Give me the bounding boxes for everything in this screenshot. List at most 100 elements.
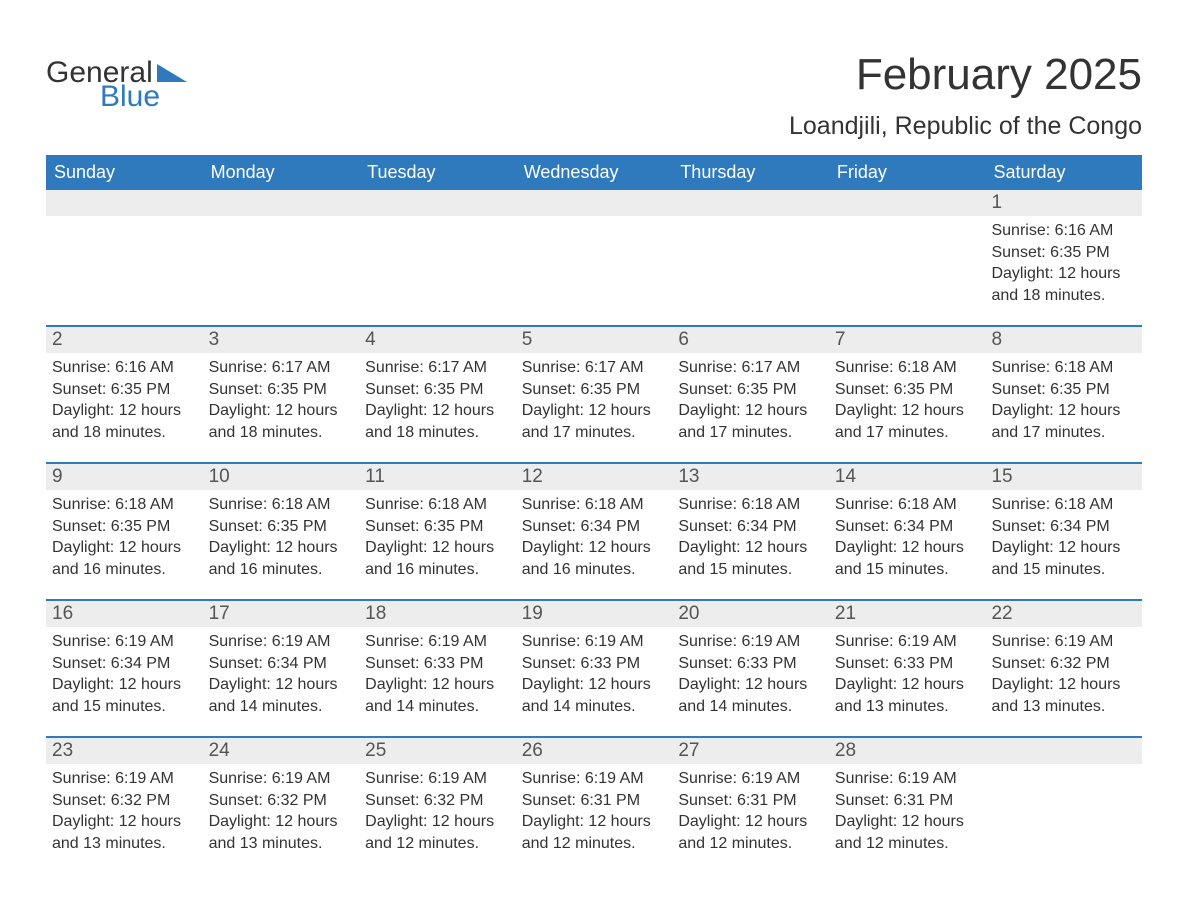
day-details: Sunrise: 6:19 AMSunset: 6:32 PMDaylight:… <box>203 764 360 862</box>
day-details: Sunrise: 6:19 AMSunset: 6:33 PMDaylight:… <box>359 627 516 725</box>
day-cell: 13Sunrise: 6:18 AMSunset: 6:34 PMDayligh… <box>672 464 829 599</box>
day-details: Sunrise: 6:18 AMSunset: 6:35 PMDaylight:… <box>829 353 986 451</box>
sunrise-text: Sunrise: 6:18 AM <box>209 494 354 516</box>
title-block: February 2025 Loandjili, Republic of the… <box>789 50 1142 141</box>
calendar-week: 2Sunrise: 6:16 AMSunset: 6:35 PMDaylight… <box>46 325 1142 462</box>
day-details: Sunrise: 6:18 AMSunset: 6:35 PMDaylight:… <box>203 490 360 588</box>
sunset-text: Sunset: 6:35 PM <box>365 379 510 401</box>
day-cell <box>829 190 986 325</box>
sunset-text: Sunset: 6:35 PM <box>365 516 510 538</box>
day-cell: 25Sunrise: 6:19 AMSunset: 6:32 PMDayligh… <box>359 738 516 873</box>
day-details: Sunrise: 6:17 AMSunset: 6:35 PMDaylight:… <box>672 353 829 451</box>
sunset-text: Sunset: 6:35 PM <box>991 242 1136 264</box>
day-header-thu: Thursday <box>672 155 829 190</box>
day-number <box>672 190 829 216</box>
day-cell <box>672 190 829 325</box>
sunset-text: Sunset: 6:32 PM <box>991 653 1136 675</box>
day-number: 4 <box>359 327 516 353</box>
calendar-week: 23Sunrise: 6:19 AMSunset: 6:32 PMDayligh… <box>46 736 1142 873</box>
sunset-text: Sunset: 6:31 PM <box>835 790 980 812</box>
day-details: Sunrise: 6:19 AMSunset: 6:31 PMDaylight:… <box>672 764 829 862</box>
day-cell: 15Sunrise: 6:18 AMSunset: 6:34 PMDayligh… <box>985 464 1142 599</box>
daylight-text: Daylight: 12 hours and 17 minutes. <box>835 400 980 443</box>
day-number <box>203 190 360 216</box>
day-details: Sunrise: 6:19 AMSunset: 6:31 PMDaylight:… <box>516 764 673 862</box>
daylight-text: Daylight: 12 hours and 18 minutes. <box>209 400 354 443</box>
day-cell: 4 Sunrise: 6:17 AMSunset: 6:35 PMDaylight… <box>359 327 516 462</box>
daylight-text: Daylight: 12 hours and 14 minutes. <box>678 674 823 717</box>
sunrise-text: Sunrise: 6:18 AM <box>52 494 197 516</box>
day-details: Sunrise: 6:19 AMSunset: 6:32 PMDaylight:… <box>46 764 203 862</box>
sunrise-text: Sunrise: 6:19 AM <box>991 631 1136 653</box>
sunset-text: Sunset: 6:35 PM <box>209 379 354 401</box>
day-cell: 18Sunrise: 6:19 AMSunset: 6:33 PMDayligh… <box>359 601 516 736</box>
day-cell: 10Sunrise: 6:18 AMSunset: 6:35 PMDayligh… <box>203 464 360 599</box>
sunrise-text: Sunrise: 6:18 AM <box>991 494 1136 516</box>
sunrise-text: Sunrise: 6:19 AM <box>209 631 354 653</box>
day-header-mon: Monday <box>203 155 360 190</box>
sunrise-text: Sunrise: 6:16 AM <box>52 357 197 379</box>
day-details: Sunrise: 6:16 AMSunset: 6:35 PMDaylight:… <box>46 353 203 451</box>
day-number <box>359 190 516 216</box>
logo-text-blue: Blue <box>100 82 187 112</box>
day-number: 17 <box>203 601 360 627</box>
daylight-text: Daylight: 12 hours and 14 minutes. <box>365 674 510 717</box>
day-cell <box>203 190 360 325</box>
day-number: 26 <box>516 738 673 764</box>
day-number: 12 <box>516 464 673 490</box>
sunset-text: Sunset: 6:35 PM <box>209 516 354 538</box>
sunset-text: Sunset: 6:34 PM <box>678 516 823 538</box>
day-header-row: Sunday Monday Tuesday Wednesday Thursday… <box>46 155 1142 190</box>
day-cell: 12Sunrise: 6:18 AMSunset: 6:34 PMDayligh… <box>516 464 673 599</box>
daylight-text: Daylight: 12 hours and 17 minutes. <box>678 400 823 443</box>
sunset-text: Sunset: 6:34 PM <box>52 653 197 675</box>
day-cell: 27Sunrise: 6:19 AMSunset: 6:31 PMDayligh… <box>672 738 829 873</box>
sunrise-text: Sunrise: 6:18 AM <box>522 494 667 516</box>
day-number: 28 <box>829 738 986 764</box>
day-number: 9 <box>46 464 203 490</box>
day-number: 1 <box>985 190 1142 216</box>
sunset-text: Sunset: 6:33 PM <box>522 653 667 675</box>
sunset-text: Sunset: 6:34 PM <box>522 516 667 538</box>
day-cell: 9Sunrise: 6:18 AMSunset: 6:35 PMDaylight… <box>46 464 203 599</box>
sunrise-text: Sunrise: 6:19 AM <box>835 768 980 790</box>
day-number <box>829 190 986 216</box>
day-number: 7 <box>829 327 986 353</box>
header: General Blue February 2025 Loandjili, Re… <box>46 50 1142 141</box>
daylight-text: Daylight: 12 hours and 16 minutes. <box>52 537 197 580</box>
day-details: Sunrise: 6:18 AMSunset: 6:34 PMDaylight:… <box>516 490 673 588</box>
sunset-text: Sunset: 6:35 PM <box>52 516 197 538</box>
daylight-text: Daylight: 12 hours and 13 minutes. <box>209 811 354 854</box>
day-details: Sunrise: 6:17 AMSunset: 6:35 PMDaylight:… <box>516 353 673 451</box>
day-cell: 22Sunrise: 6:19 AMSunset: 6:32 PMDayligh… <box>985 601 1142 736</box>
sunset-text: Sunset: 6:31 PM <box>522 790 667 812</box>
daylight-text: Daylight: 12 hours and 14 minutes. <box>209 674 354 717</box>
calendar-week: 16Sunrise: 6:19 AMSunset: 6:34 PMDayligh… <box>46 599 1142 736</box>
day-number: 13 <box>672 464 829 490</box>
day-header-sun: Sunday <box>46 155 203 190</box>
sunrise-text: Sunrise: 6:19 AM <box>52 768 197 790</box>
daylight-text: Daylight: 12 hours and 13 minutes. <box>835 674 980 717</box>
day-number: 8 <box>985 327 1142 353</box>
day-number: 27 <box>672 738 829 764</box>
sunset-text: Sunset: 6:35 PM <box>678 379 823 401</box>
day-number: 24 <box>203 738 360 764</box>
sunrise-text: Sunrise: 6:19 AM <box>678 631 823 653</box>
day-cell: 21Sunrise: 6:19 AMSunset: 6:33 PMDayligh… <box>829 601 986 736</box>
day-cell: 8Sunrise: 6:18 AMSunset: 6:35 PMDaylight… <box>985 327 1142 462</box>
daylight-text: Daylight: 12 hours and 18 minutes. <box>365 400 510 443</box>
sunrise-text: Sunrise: 6:19 AM <box>678 768 823 790</box>
sunrise-text: Sunrise: 6:19 AM <box>365 768 510 790</box>
sunset-text: Sunset: 6:33 PM <box>365 653 510 675</box>
daylight-text: Daylight: 12 hours and 16 minutes. <box>522 537 667 580</box>
day-cell: 14Sunrise: 6:18 AMSunset: 6:34 PMDayligh… <box>829 464 986 599</box>
sunrise-text: Sunrise: 6:17 AM <box>365 357 510 379</box>
day-details: Sunrise: 6:18 AMSunset: 6:35 PMDaylight:… <box>985 353 1142 451</box>
daylight-text: Daylight: 12 hours and 18 minutes. <box>52 400 197 443</box>
day-details: Sunrise: 6:18 AMSunset: 6:35 PMDaylight:… <box>46 490 203 588</box>
day-cell: 1Sunrise: 6:16 AMSunset: 6:35 PMDaylight… <box>985 190 1142 325</box>
daylight-text: Daylight: 12 hours and 13 minutes. <box>52 811 197 854</box>
sunrise-text: Sunrise: 6:19 AM <box>209 768 354 790</box>
sunset-text: Sunset: 6:32 PM <box>52 790 197 812</box>
daylight-text: Daylight: 12 hours and 15 minutes. <box>835 537 980 580</box>
